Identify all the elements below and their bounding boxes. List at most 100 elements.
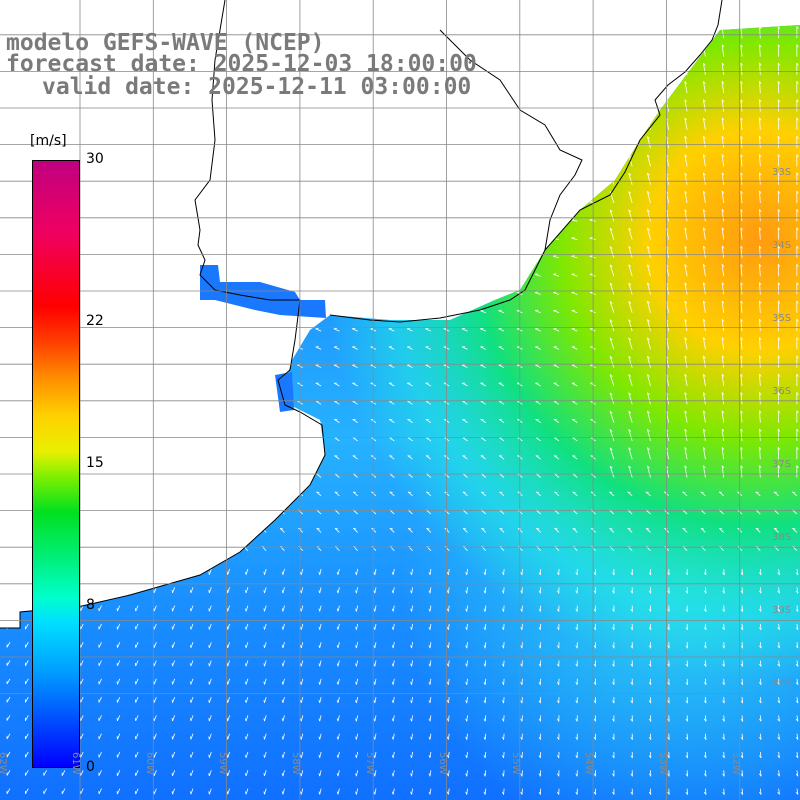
wind-arrow-head [777,190,781,194]
wind-arrow [282,715,285,722]
wind-arrow-head [410,773,412,777]
wind-arrow-head [95,255,99,257]
wind-arrow-head [593,791,596,795]
wind-arrow-head [186,146,190,148]
wind-arrow-head [721,135,725,139]
wind-arrow [245,715,249,722]
wind-arrow [705,568,707,576]
wind-arrow [22,183,29,186]
wind-arrow-head [206,491,210,493]
wind-arrow-head [740,264,743,267]
wind-arrow-head [684,62,688,66]
wind-arrow [424,37,431,40]
wind-arrow-head [263,663,265,667]
wind-arrow-head [609,527,613,530]
wind-arrow-head [648,663,652,667]
wind-arrow [796,605,799,612]
wind-arrow-head [424,36,428,40]
wind-arrow [741,770,744,777]
wind-arrow [205,364,212,369]
wind-arrow [759,373,761,387]
wind-arrow [25,623,29,630]
wind-arrow [723,605,725,612]
wind-arrow-head [538,608,541,612]
wind-arrow-head [553,19,555,21]
wind-arrow-head [538,590,541,594]
wind-arrow [132,183,139,186]
wind-arrow [703,8,705,20]
wind-arrow [153,623,157,630]
wind-arrow-head [428,718,431,722]
wind-arrow-head [571,291,575,293]
colorbar [32,160,80,768]
wind-arrow [792,491,798,497]
wind-arrow-head [187,291,191,293]
wind-arrow-head [571,237,575,239]
wind-arrow-head [557,755,560,759]
wind-arrow-head [188,491,192,493]
wind-arrow-head [369,36,373,40]
wind-arrow-head [355,571,357,576]
wind-arrow [260,20,266,21]
wind-arrow [260,364,267,369]
wind-arrow-head [628,337,632,341]
wind-arrow-head [612,627,615,631]
wind-arrow [117,696,121,703]
wind-arrow-head [425,255,429,257]
wind-arrow [22,292,29,295]
wind-arrow-head [575,773,578,777]
wind-arrow-head [355,754,357,759]
wind-arrow-head [410,718,412,722]
wind-arrow [80,568,84,575]
wind-arrow-head [609,154,613,158]
wind-arrow-head [296,127,300,130]
longitude-label: 58W [290,752,302,775]
wind-arrow-head [243,491,247,493]
wind-arrow [132,419,139,423]
wind-arrow [153,605,157,612]
wind-arrow-head [40,109,44,112]
wind-arrow-head [557,736,560,740]
wind-arrow-head [759,190,762,194]
wind-arrow-head [703,645,707,649]
wind-arrow [424,147,431,149]
wind-arrow-head [740,337,743,341]
wind-arrow-head [333,291,337,293]
wind-arrow [245,587,249,594]
wind-arrow [114,328,120,332]
wind-arrow [407,473,413,478]
wind-arrow-head [208,663,210,667]
wind-arrow-head [557,645,560,649]
wind-arrow [4,437,11,442]
wind-arrow-head [499,491,503,493]
wind-arrow-head [389,491,393,493]
wind-arrow-head [557,773,560,777]
wind-arrow-head [281,773,284,777]
wind-arrow-head [593,645,596,649]
wind-arrow [352,328,358,332]
wind-arrow-head [685,755,688,759]
wind-arrow-head [483,608,486,612]
wind-arrow-head [722,590,725,594]
wind-arrow-head [355,590,357,594]
wind-arrow-head [132,19,134,21]
wind-arrow [227,678,230,685]
wind-arrow [388,165,395,167]
wind-arrow [153,788,157,795]
wind-arrow [684,447,688,460]
wind-arrow [703,355,706,368]
wind-arrow-head [535,19,537,21]
wind-arrow-head [22,109,26,112]
wind-arrow-head [279,491,283,493]
wind-arrow-head [685,590,688,594]
wind-arrow-head [406,146,410,148]
wind-arrow [172,568,176,575]
wind-arrow-head [759,300,762,304]
wind-arrow [448,733,450,740]
wind-arrow [466,605,468,612]
wind-arrow [480,491,487,497]
wind-arrow [337,605,340,612]
wind-arrow [264,751,267,758]
wind-arrow [684,81,688,94]
wind-arrow [534,165,541,167]
